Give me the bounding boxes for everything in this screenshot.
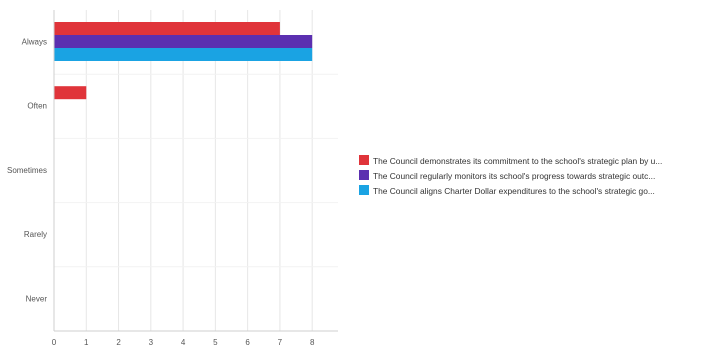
x-tick-label: 2 xyxy=(116,338,121,347)
legend-swatch xyxy=(359,170,369,180)
x-tick-label: 0 xyxy=(52,338,57,347)
legend-item-2[interactable]: The Council regularly monitors its schoo… xyxy=(359,170,655,181)
legend-label: The Council regularly monitors its schoo… xyxy=(373,171,655,181)
bar-always-series-2 xyxy=(54,35,313,48)
category-label-often: Often xyxy=(27,102,47,111)
bar-always-series-3 xyxy=(54,48,313,61)
category-label-always: Always xyxy=(22,38,47,47)
legend: The Council demonstrates its commitment … xyxy=(359,155,662,196)
category-label-rarely: Rarely xyxy=(24,230,47,239)
x-tick-label: 6 xyxy=(245,338,250,347)
legend-swatch xyxy=(359,155,369,165)
legend-item-3[interactable]: The Council aligns Charter Dollar expend… xyxy=(359,185,655,196)
category-label-never: Never xyxy=(26,294,48,303)
bar-always-series-1 xyxy=(54,22,280,35)
legend-item-1[interactable]: The Council demonstrates its commitment … xyxy=(359,155,662,166)
axis-layer: 0 1 2 3 4 5 6 7 8 Always Often Sometimes Rarely Never xyxy=(7,10,338,347)
legend-swatch xyxy=(359,185,369,195)
category-label-sometimes: Sometimes xyxy=(7,166,47,175)
bars-layer xyxy=(54,22,313,100)
x-tick-label: 1 xyxy=(84,338,89,347)
bar-often-series-1 xyxy=(54,86,87,100)
x-tick-label: 3 xyxy=(149,338,154,347)
legend-label: The Council aligns Charter Dollar expend… xyxy=(373,186,655,196)
legend-label: The Council demonstrates its commitment … xyxy=(373,156,662,166)
grid-layer xyxy=(53,10,338,331)
x-tick-label: 4 xyxy=(181,338,186,347)
x-tick-label: 8 xyxy=(310,338,315,347)
x-tick-label: 5 xyxy=(213,338,218,347)
x-tick-label: 7 xyxy=(278,338,283,347)
